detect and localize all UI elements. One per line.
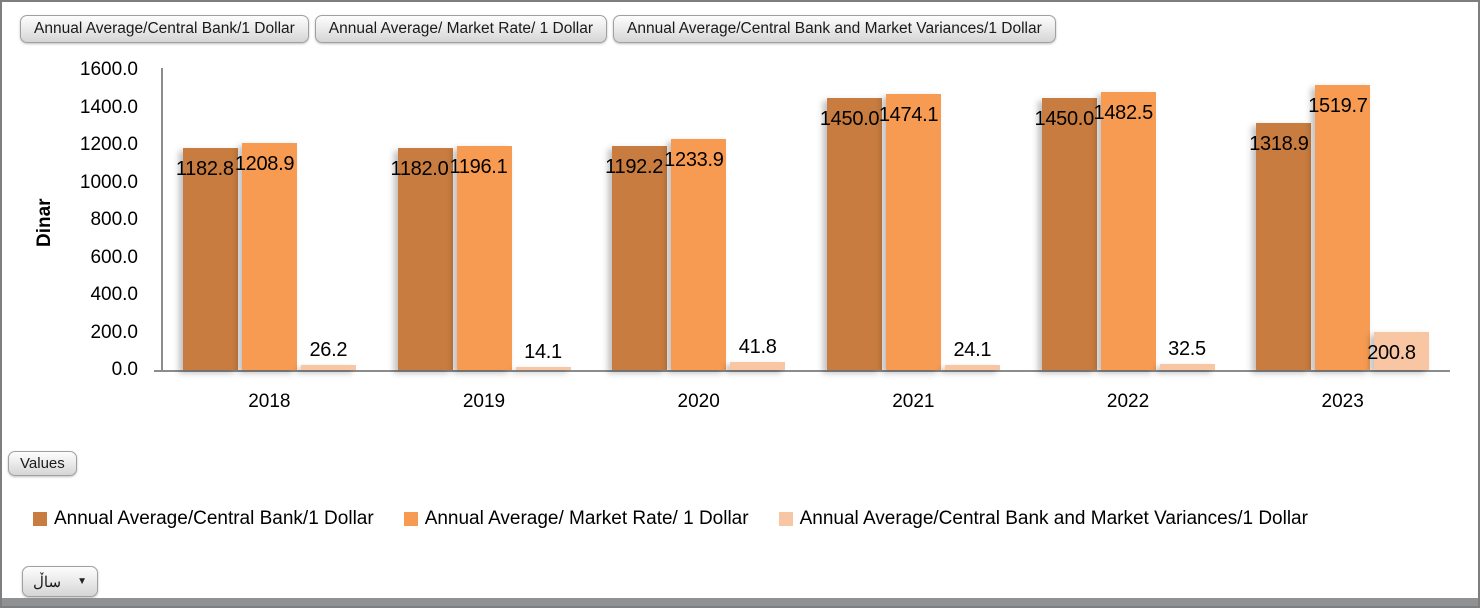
x-axis-label-2022: 2022 — [1106, 391, 1150, 412]
bar-group-2022: 1450.0 1482.5 32.5 — [1021, 70, 1236, 370]
bar-series2-2022[interactable]: 1482.5 — [1094, 92, 1156, 370]
bar-series2-2019[interactable]: 1196.1 — [450, 145, 512, 370]
y-axis-line — [161, 68, 163, 372]
chevron-down-icon: ▼ — [77, 575, 87, 587]
bar-value-label: 1192.2 — [605, 156, 664, 179]
bar-value-label: 1233.9 — [664, 148, 724, 171]
bar-series1-2021[interactable]: 1450.0 — [820, 98, 882, 370]
bar-series2-2018[interactable]: 1208.9 — [235, 143, 297, 370]
legend-swatch-market-rate — [403, 512, 418, 526]
field-button-variances[interactable]: Annual Average/Central Bank and Market V… — [613, 15, 1056, 43]
y-axis-title: Dinar — [34, 198, 55, 247]
legend-item-central-bank: Annual Average/Central Bank/1 Dollar — [33, 508, 374, 530]
bar-series3-2022[interactable]: 32.5 — [1159, 338, 1215, 370]
y-tick-label: 400.0 — [90, 284, 138, 305]
bar-series3-2019[interactable]: 14.1 — [515, 341, 571, 370]
plot-area: 1182.8 1208.9 26.2 1182.0 1196.1 14.1 1192.2 12… — [162, 70, 1450, 370]
bar-value-label: 1208.9 — [234, 153, 295, 176]
bar-series1-2018[interactable]: 1182.8 — [176, 148, 238, 370]
bar-value-label: 1474.1 — [878, 103, 939, 126]
legend-item-market-rate: Annual Average/ Market Rate/ 1 Dollar — [403, 508, 749, 530]
x-axis-label-2020: 2020 — [677, 391, 720, 412]
bar-group-2020: 1192.2 1233.9 41.8 — [591, 70, 806, 370]
x-axis-label-2019: 2019 — [462, 391, 506, 412]
bar-group-2023: 1318.9 1519.7 200.8 — [1235, 70, 1450, 370]
bar-value-label: 32.5 — [1168, 337, 1206, 360]
bar-value-label: 26.2 — [309, 339, 348, 362]
bar-series3-2020[interactable]: 41.8 — [730, 336, 786, 370]
bar-value-label: 41.8 — [738, 336, 777, 359]
x-axis-label-2021: 2021 — [892, 391, 935, 412]
bar-value-label: 1450.0 — [1034, 108, 1095, 131]
bar-series3-2023[interactable]: 200.8 — [1367, 332, 1430, 370]
y-tick-label: 1600.0 — [79, 59, 138, 80]
bar-group-2018: 1182.8 1208.9 26.2 — [162, 70, 377, 370]
y-tick-label: 1400.0 — [79, 96, 138, 118]
x-axis-label-2023: 2023 — [1321, 391, 1364, 412]
y-tick-label: 600.0 — [90, 246, 138, 268]
y-tick-label: 0.0 — [111, 359, 138, 380]
chart-legend: Annual Average/Central Bank/1 Dollar Ann… — [33, 508, 1308, 530]
bar-series1-2020[interactable]: 1192.2 — [605, 146, 668, 370]
y-tick-label: 1200.0 — [79, 134, 138, 155]
window-bottom-border — [2, 598, 1478, 606]
x-axis-labels: 2018 2019 2020 2021 2022 2023 — [162, 391, 1450, 413]
field-button-central-bank[interactable]: Annual Average/Central Bank/1 Dollar — [20, 15, 309, 43]
y-tick-label: 1000.0 — [79, 171, 138, 193]
bar-value-label: 1182.0 — [390, 158, 449, 181]
bar-value-label: 1450.0 — [819, 108, 880, 131]
bar-value-label: 1519.7 — [1308, 95, 1368, 118]
field-button-market-rate[interactable]: Annual Average/ Market Rate/ 1 Dollar — [314, 15, 608, 43]
bar-series1-2019[interactable]: 1182.0 — [391, 148, 453, 370]
bar-series1-2023[interactable]: 1318.9 — [1249, 122, 1312, 370]
legend-swatch-variances — [778, 512, 793, 526]
legend-swatch-central-bank — [33, 512, 47, 526]
bar-value-label: 24.1 — [953, 339, 992, 362]
x-axis-line — [154, 370, 1450, 372]
bar-series3-2018[interactable]: 26.2 — [300, 339, 356, 370]
y-tick-label: 200.0 — [90, 321, 138, 343]
bar-series1-2022[interactable]: 1450.0 — [1035, 98, 1097, 370]
bar-value-label: 1482.5 — [1093, 102, 1154, 125]
legend-label: Annual Average/Central Bank/1 Dollar — [54, 508, 374, 529]
bar-value-label: 1182.8 — [175, 158, 234, 181]
bar-value-label: 14.1 — [524, 341, 562, 364]
bar-value-label: 1196.1 — [449, 155, 508, 178]
x-axis-label-2018: 2018 — [248, 391, 291, 412]
bar-series2-2020[interactable]: 1233.9 — [664, 138, 727, 370]
bar-series3-2021[interactable]: 24.1 — [944, 339, 1000, 370]
bar-series2-2021[interactable]: 1474.1 — [879, 93, 941, 370]
bar-value-label: 200.8 — [1367, 342, 1416, 365]
bar-group-2019: 1182.0 1196.1 14.1 — [377, 70, 592, 370]
y-tick-label: 800.0 — [90, 209, 138, 230]
values-field-button[interactable]: Values — [8, 451, 77, 476]
legend-label: Annual Average/Central Bank and Market V… — [799, 508, 1308, 529]
year-filter-dropdown[interactable]: ساڵ ▼ — [22, 566, 98, 597]
bar-series2-2023[interactable]: 1519.7 — [1308, 85, 1371, 370]
legend-label: Annual Average/ Market Rate/ 1 Dollar — [424, 508, 749, 529]
pivot-field-buttons: Annual Average/Central Bank/1 Dollar Ann… — [20, 15, 1056, 43]
legend-item-variances: Annual Average/Central Bank and Market V… — [778, 508, 1308, 530]
year-dropdown-label: ساڵ — [33, 573, 62, 591]
bar-group-2021: 1450.0 1474.1 24.1 — [806, 70, 1021, 370]
bar-value-label: 1318.9 — [1249, 132, 1309, 155]
